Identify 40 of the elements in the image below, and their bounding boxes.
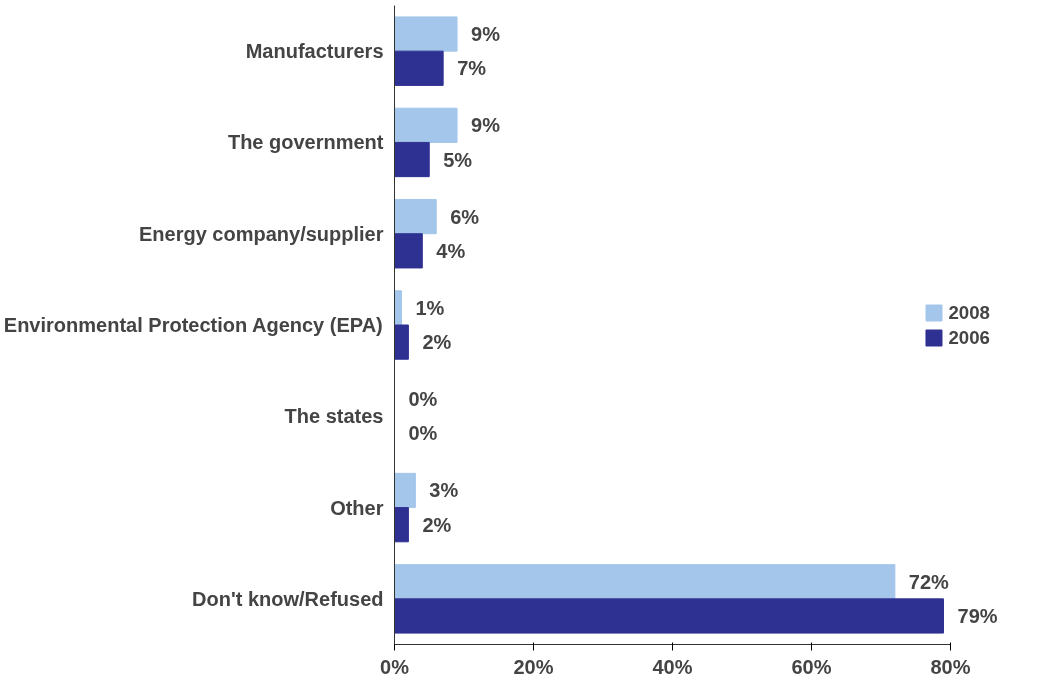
data-label: 79%: [957, 604, 998, 627]
bar: [394, 564, 896, 600]
data-label: 9%: [471, 114, 501, 137]
bar: [394, 472, 416, 509]
bar: [394, 198, 437, 235]
legend-label: 2008: [948, 301, 990, 323]
y-tick-label: Other: [330, 496, 384, 519]
bar: [394, 507, 409, 543]
data-label: 0%: [408, 422, 438, 445]
x-tick-label: 0%: [380, 655, 410, 678]
data-label: 4%: [436, 239, 466, 262]
bar: [394, 324, 409, 360]
bar: [394, 50, 444, 86]
bar: [394, 141, 430, 178]
legend-label: 2006: [948, 326, 990, 348]
x-tick-label: 20%: [513, 655, 554, 678]
y-tick-label: Manufacturers: [245, 40, 384, 63]
bar: [394, 16, 458, 52]
y-tick-label: The government: [227, 131, 384, 154]
data-label: 2%: [422, 331, 452, 354]
y-tick-label: Energy company/supplier: [138, 222, 384, 245]
bar: [394, 107, 458, 143]
data-label: 2%: [422, 513, 452, 536]
y-tick-label: The states: [284, 405, 384, 428]
x-tick-label: 80%: [930, 655, 971, 678]
y-tick-label: Environmental Protection Agency (EPA): [3, 314, 383, 336]
data-label: 3%: [429, 479, 459, 502]
bar: [394, 598, 945, 634]
data-label: 6%: [450, 205, 480, 228]
data-label: 9%: [471, 23, 501, 46]
data-label: 7%: [457, 57, 487, 80]
bar: [394, 290, 402, 326]
bar: [394, 233, 423, 269]
data-label: 72%: [908, 570, 950, 593]
x-tick-label: 40%: [652, 655, 693, 678]
data-label: 5%: [443, 148, 473, 171]
y-tick-label: Don't know/Refused: [192, 587, 384, 610]
data-label: 0%: [408, 388, 438, 411]
x-tick-label: 60%: [791, 655, 832, 678]
data-label: 1%: [415, 296, 445, 319]
